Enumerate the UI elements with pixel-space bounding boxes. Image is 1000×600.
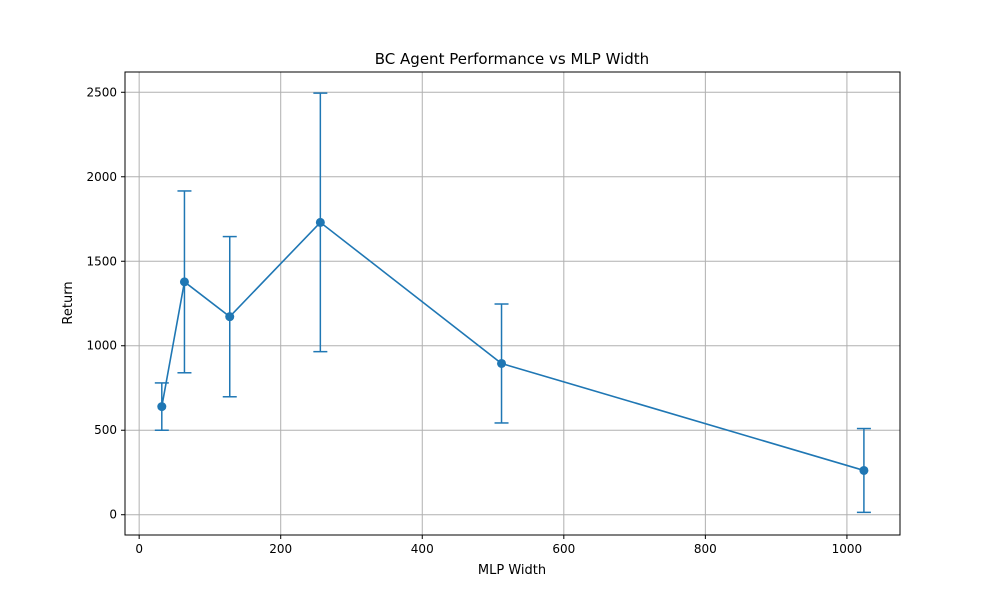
series-line	[161, 221, 865, 472]
y-tick-label: 1000	[86, 339, 117, 353]
x-tick-label: 0	[135, 542, 143, 556]
chart-title: BC Agent Performance vs MLP Width	[375, 50, 649, 68]
data-point	[179, 277, 189, 287]
x-tick-label: 400	[411, 542, 434, 556]
data-point	[157, 402, 167, 412]
x-tick-label: 800	[694, 542, 717, 556]
data-point	[497, 358, 507, 368]
grid-layer	[125, 72, 900, 535]
y-tick-label: 0	[109, 508, 117, 522]
y-tick-label: 1500	[86, 254, 117, 268]
y-tick-label: 500	[94, 423, 117, 437]
tick-layer: 0 200 400 600 800 1000 0 500 1000 1500 2000 2500	[86, 85, 862, 556]
plot-frame	[124, 71, 901, 536]
x-axis-label: MLP Width	[478, 563, 546, 578]
x-tick-label: 1000	[832, 542, 863, 556]
y-tick-label: 2000	[86, 170, 117, 184]
x-tick-label: 200	[269, 542, 292, 556]
data-point	[315, 217, 325, 227]
series-layer	[157, 217, 869, 475]
y-axis-label: Return	[61, 281, 76, 324]
data-point	[225, 312, 235, 322]
errorbar-layer	[154, 92, 871, 514]
y-tick-label: 2500	[86, 85, 117, 99]
x-tick-label: 600	[552, 542, 575, 556]
data-point	[859, 465, 869, 475]
